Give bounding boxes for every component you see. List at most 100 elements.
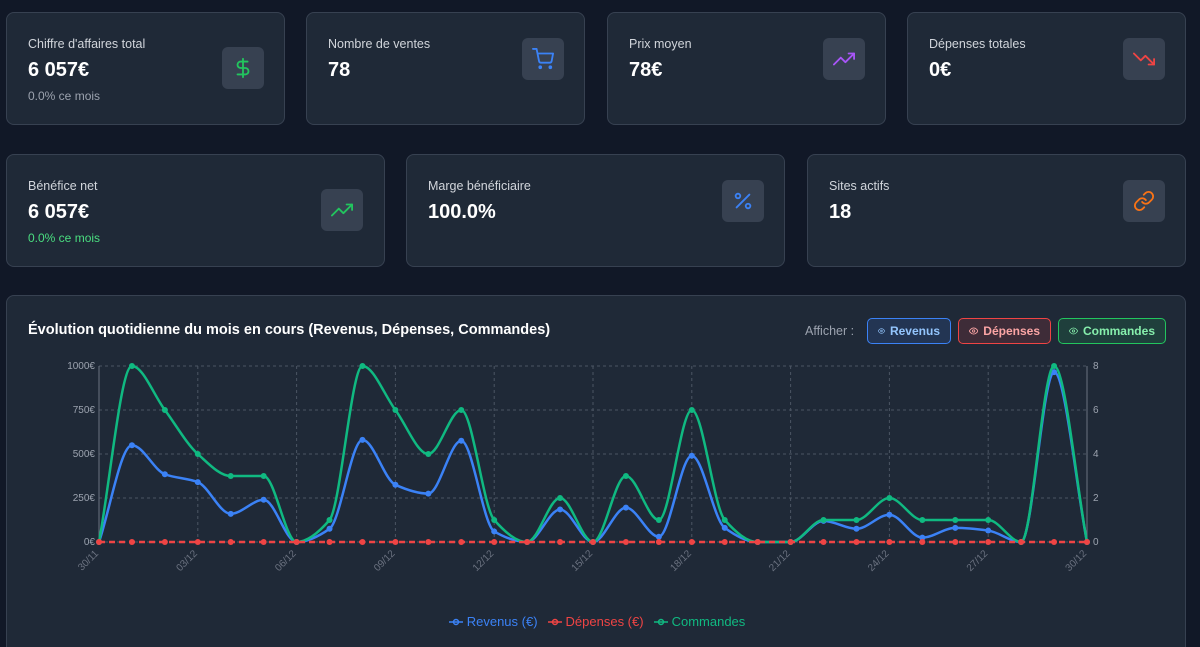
data-point (425, 539, 432, 545)
toggle-commandes-button[interactable]: Commandes (1058, 318, 1166, 344)
data-point (326, 525, 333, 532)
data-point (161, 539, 168, 545)
stat-card-total-expenses: Dépenses totales 0€ (907, 12, 1186, 125)
toggle-revenus-button[interactable]: Revenus (867, 318, 951, 344)
y-left-tick-label: 750€ (73, 405, 96, 416)
data-point (688, 539, 695, 545)
x-tick-label: 15/12 (570, 548, 596, 574)
x-tick-label: 09/12 (372, 548, 398, 574)
legend-marker-icon (547, 618, 562, 625)
trend-up-icon (833, 52, 855, 66)
data-point (590, 539, 596, 545)
x-tick-label: 06/12 (273, 548, 299, 574)
data-point (557, 539, 564, 545)
data-point (1018, 539, 1025, 545)
data-point (557, 506, 564, 513)
data-point (721, 517, 728, 523)
legend-item[interactable]: Dépenses (€) (547, 614, 644, 629)
data-point (359, 436, 366, 443)
data-point (227, 473, 234, 479)
x-tick-label: 30/12 (1064, 548, 1090, 574)
y-left-tick-label: 1000€ (67, 361, 95, 372)
data-point (655, 533, 662, 540)
stat-label: Marge bénéficiaire (428, 179, 531, 193)
data-point (886, 539, 893, 545)
data-point (1051, 539, 1058, 545)
data-point (655, 539, 662, 545)
data-point (128, 363, 135, 369)
data-point (985, 527, 992, 534)
stat-card-profit-margin: Marge bénéficiaire 100.0% (406, 154, 785, 267)
data-point (96, 539, 102, 545)
daily-evolution-chart-card: Évolution quotidienne du mois en cours (… (6, 295, 1186, 647)
toggle-depenses-button[interactable]: Dépenses (958, 318, 1051, 344)
data-point (359, 539, 366, 545)
x-tick-label: 03/12 (174, 548, 200, 574)
x-tick-label: 30/11 (76, 548, 101, 573)
percent-icon (734, 192, 752, 210)
y-right-tick-label: 8 (1093, 361, 1099, 372)
stat-icon-box (1123, 180, 1165, 222)
trend-down-icon (1133, 52, 1155, 66)
stat-sub: 0.0% ce mois (28, 89, 101, 103)
data-point (919, 534, 926, 541)
toggle-label: Commandes (1082, 324, 1155, 338)
data-point (985, 517, 992, 523)
stat-value: 18 (829, 201, 852, 223)
data-point (491, 517, 498, 523)
data-point (1084, 539, 1090, 545)
x-tick-label: 24/12 (866, 548, 892, 574)
data-point (1051, 363, 1058, 369)
data-point (853, 539, 860, 545)
x-tick-label: 21/12 (767, 548, 793, 574)
legend-item[interactable]: Commandes (653, 614, 745, 629)
data-point (194, 479, 201, 486)
toggle-label: Dépenses (983, 324, 1040, 338)
stat-card-net-profit: Bénéfice net 6 057€ 0.0% ce mois (6, 154, 385, 267)
stat-value: 6 057€ (28, 201, 90, 223)
stat-label: Nombre de ventes (328, 37, 431, 51)
data-point (326, 517, 333, 523)
data-point (425, 451, 432, 457)
data-point (952, 524, 959, 531)
data-point (491, 528, 498, 535)
data-point (392, 481, 399, 488)
data-point (853, 517, 860, 523)
data-point (194, 539, 201, 545)
data-point (622, 539, 629, 545)
legend-marker-icon (448, 618, 463, 625)
legend-item[interactable]: Revenus (€) (448, 614, 538, 629)
data-point (425, 490, 432, 497)
data-point (1051, 369, 1058, 376)
data-point (886, 495, 893, 501)
stat-label: Bénéfice net (28, 179, 98, 193)
data-point (458, 437, 465, 444)
data-point (853, 525, 860, 532)
y-left-tick-label: 500€ (73, 449, 96, 460)
data-point (392, 539, 399, 545)
data-point (359, 363, 366, 369)
stat-card-sales-count: Nombre de ventes 78 (306, 12, 585, 125)
data-point (688, 452, 695, 459)
data-point (820, 539, 827, 545)
data-point (227, 539, 234, 545)
eye-icon (878, 328, 885, 334)
trend-up-icon (331, 203, 353, 217)
stat-icon-box (522, 38, 564, 80)
data-point (721, 524, 728, 531)
y-right-tick-label: 0 (1093, 537, 1099, 548)
data-point (919, 539, 926, 545)
data-point (721, 539, 728, 545)
data-point (260, 473, 267, 479)
data-point (919, 517, 926, 523)
stat-card-revenue: Chiffre d'affaires total 6 057€ 0.0% ce … (6, 12, 285, 125)
stat-icon-box (823, 38, 865, 80)
stat-value: 6 057€ (28, 59, 90, 81)
eye-icon (969, 327, 979, 335)
stat-icon-box (1123, 38, 1165, 80)
data-point (886, 511, 893, 518)
data-point (787, 539, 794, 545)
legend-marker-icon (653, 618, 668, 625)
x-tick-label: 12/12 (471, 548, 497, 574)
stat-label: Dépenses totales (929, 37, 1026, 51)
